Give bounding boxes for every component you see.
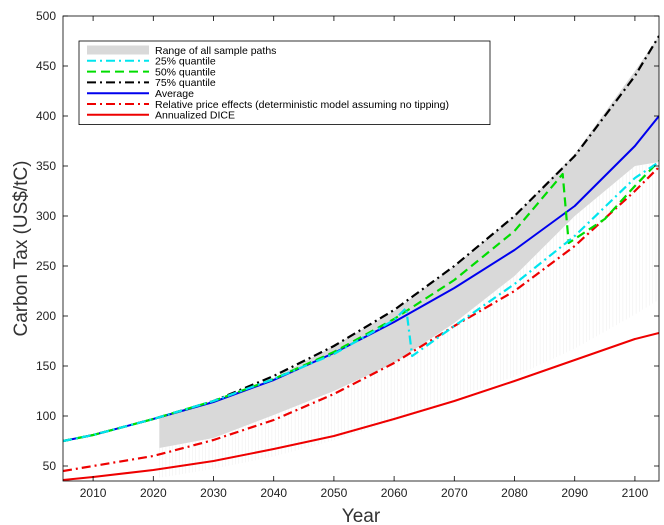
legend-label: 50% quantile [155, 66, 216, 78]
y-tick-label: 300 [36, 209, 56, 223]
x-tick-label: 2030 [200, 486, 227, 500]
legend-entry-75-quantile: 75% quantile [87, 77, 216, 89]
x-tick-label: 2040 [260, 486, 287, 500]
plot-frame [62, 15, 660, 482]
legend-label: 25% quantile [155, 56, 216, 68]
series-line-25-quantile [63, 161, 659, 443]
legend-entry-50-quantile: 50% quantile [87, 66, 216, 78]
x-tick-label: 2060 [381, 486, 408, 500]
y-axis: 50 100 150 200 250 300 350 400 450 500 [36, 9, 659, 473]
x-tick-label: 2010 [80, 486, 107, 500]
legend-label: Average [155, 88, 194, 100]
legend-entry-average: Average [87, 88, 194, 100]
y-tick-label: 200 [36, 309, 56, 323]
x-tick-label: 2050 [321, 486, 348, 500]
legend-entry-annualized-dice: Annualized DICE [87, 110, 235, 122]
y-tick-label: 150 [36, 359, 56, 373]
y-tick-label: 450 [36, 59, 56, 73]
x-tick-label: 2070 [441, 486, 468, 500]
legend-label: Annualized DICE [155, 110, 235, 122]
y-axis-title: Carbon Tax (US$/tC) [11, 161, 32, 337]
plot-area [63, 35, 659, 481]
legend-swatch [87, 45, 149, 55]
x-tick-label: 2080 [501, 486, 528, 500]
legend-label: Relative price effects (deterministic mo… [155, 99, 449, 111]
series-line-relative-price-effects-deterministic-model-assuming-no-tipping [63, 166, 659, 473]
y-tick-label: 50 [43, 459, 57, 473]
x-axis: 2010 2020 2030 2040 2050 2060 2070 2080 2090 2100 [80, 16, 649, 500]
y-tick-label: 250 [36, 259, 56, 273]
x-axis-title: Year [342, 506, 381, 525]
x-tick-label: 2100 [622, 486, 649, 500]
y-tick-label: 500 [36, 9, 56, 23]
x-tick-label: 2020 [140, 486, 167, 500]
legend-label: 75% quantile [155, 77, 216, 89]
sample-paths-band [159, 36, 659, 448]
legend-entry-25-quantile: 25% quantile [87, 56, 216, 68]
legend-label: Range of all sample paths [155, 45, 276, 57]
legend-entry-relative-price-effects-deterministic-model-assuming-no-tipping: Relative price effects (deterministic mo… [87, 99, 449, 111]
x-tick-label: 2090 [561, 486, 588, 500]
legend-entry-range-of-all-sample-paths: Range of all sample paths [87, 45, 276, 57]
y-tick-label: 100 [36, 409, 56, 423]
series-line-annualized-dice [63, 332, 659, 481]
y-tick-label: 350 [36, 159, 56, 173]
y-tick-label: 400 [36, 109, 56, 123]
